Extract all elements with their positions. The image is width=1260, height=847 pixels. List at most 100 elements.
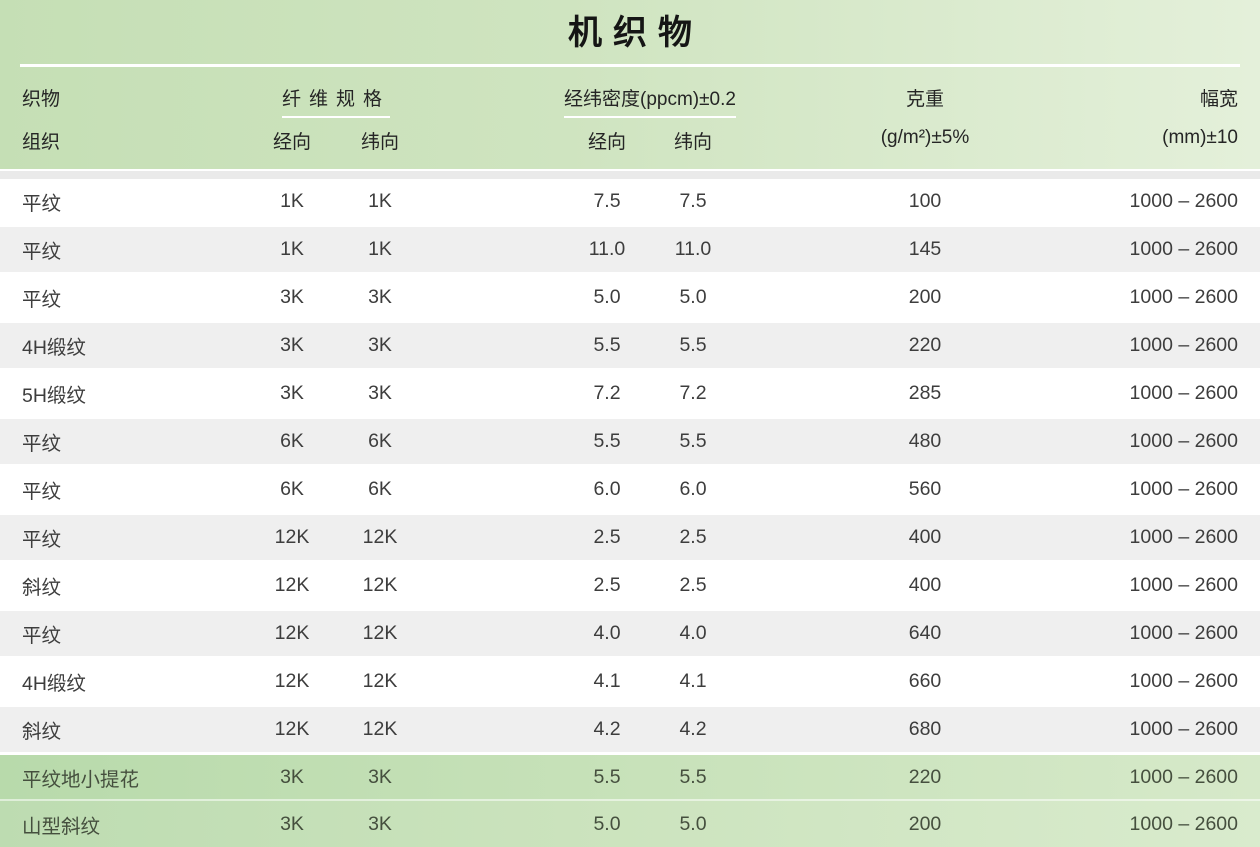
cell-fabric-width: 1000 – 2600 bbox=[1129, 574, 1238, 596]
table-row: 平纹 6K 6K 6.0 6.0 560 1000 – 2600 bbox=[0, 467, 1260, 515]
cell-fiber-weft: 1K bbox=[368, 190, 392, 212]
cell-fabric-width: 1000 – 2600 bbox=[1129, 334, 1238, 356]
cell-fiber-warp: 3K bbox=[280, 286, 304, 308]
cell-fabric-width: 1000 – 2600 bbox=[1129, 286, 1238, 308]
cell-fiber-warp: 6K bbox=[280, 430, 304, 452]
table-row: 斜纹 12K 12K 4.2 4.2 680 1000 – 2600 bbox=[0, 707, 1260, 755]
cell-density-weft: 5.0 bbox=[679, 812, 707, 835]
cell-weight: 100 bbox=[908, 190, 942, 212]
cell-density-warp: 5.5 bbox=[593, 334, 621, 356]
cell-fabric-width: 1000 – 2600 bbox=[1129, 718, 1238, 740]
cell-weight: 660 bbox=[908, 670, 942, 692]
table-header-band: 机织物 织物 组织 纤维规格 经向 纬向 经纬密度(ppcm)±0.2 经向 纬… bbox=[0, 0, 1260, 169]
header-fiber-weft: 纬向 bbox=[360, 132, 399, 153]
cell-weight: 560 bbox=[908, 478, 942, 500]
table-row: 平纹 12K 12K 4.0 4.0 640 1000 – 2600 bbox=[0, 611, 1260, 659]
cell-density-warp: 5.0 bbox=[593, 286, 621, 308]
cell-fiber-weft: 1K bbox=[368, 238, 392, 260]
header-density-weft: 纬向 bbox=[673, 132, 712, 153]
cell-fiber-weft: 3K bbox=[368, 765, 392, 788]
cell-density-warp: 5.5 bbox=[593, 765, 621, 788]
cell-fiber-weft: 12K bbox=[362, 526, 398, 548]
cell-weave-type: 斜纹 bbox=[22, 721, 62, 743]
cell-fiber-weft: 6K bbox=[368, 478, 392, 500]
table-row: 4H缎纹 12K 12K 4.1 4.1 660 1000 – 2600 bbox=[0, 659, 1260, 707]
cell-density-weft: 5.5 bbox=[679, 765, 707, 788]
cell-weave-type: 斜纹 bbox=[22, 577, 62, 599]
cell-density-warp: 11.0 bbox=[588, 238, 626, 260]
cell-weave-type: 4H缎纹 bbox=[22, 673, 86, 695]
cell-fiber-warp: 3K bbox=[280, 812, 304, 835]
header-body-divider bbox=[0, 169, 1260, 179]
cell-density-weft: 5.0 bbox=[679, 286, 707, 308]
cell-density-weft: 2.5 bbox=[679, 574, 707, 596]
cell-fiber-warp: 12K bbox=[274, 622, 310, 644]
table-row: 山型斜纹 3K 3K 5.0 5.0 200 1000 – 2600 bbox=[0, 801, 1260, 847]
cell-density-warp: 7.2 bbox=[593, 382, 621, 404]
cell-fabric-width: 1000 – 2600 bbox=[1129, 238, 1238, 260]
cell-fabric-width: 1000 – 2600 bbox=[1129, 812, 1238, 835]
cell-fiber-warp: 12K bbox=[274, 718, 310, 740]
cell-weave-type: 平纹 bbox=[22, 625, 62, 647]
header-density-label: 经纬密度(ppcm)±0.2 bbox=[564, 84, 736, 118]
cell-fiber-warp: 12K bbox=[274, 670, 310, 692]
cell-density-weft: 7.2 bbox=[679, 382, 707, 404]
header-fiber-warp: 经向 bbox=[272, 132, 311, 153]
cell-fiber-weft: 12K bbox=[362, 670, 398, 692]
cell-weave-type: 平纹 bbox=[22, 481, 62, 503]
cell-fiber-warp: 3K bbox=[280, 765, 304, 788]
table-body: 平纹 1K 1K 7.5 7.5 100 1000 – 2600 平纹 1K 1… bbox=[0, 179, 1260, 847]
cell-density-weft: 4.1 bbox=[679, 670, 707, 692]
cell-weight: 400 bbox=[908, 526, 942, 548]
cell-fiber-warp: 3K bbox=[280, 334, 304, 356]
cell-fiber-warp: 12K bbox=[274, 574, 310, 596]
header-fiber-spec-group: 纤维规格 bbox=[281, 84, 390, 118]
header-width-line1: 幅宽 bbox=[1199, 89, 1238, 110]
header-width-line2: (mm)±10 bbox=[1162, 127, 1238, 148]
table-row: 平纹 3K 3K 5.0 5.0 200 1000 – 2600 bbox=[0, 275, 1260, 323]
cell-density-warp: 4.0 bbox=[593, 622, 621, 644]
header-density-warp: 经向 bbox=[587, 132, 626, 153]
cell-fabric-width: 1000 – 2600 bbox=[1129, 670, 1238, 692]
cell-density-weft: 4.0 bbox=[679, 622, 707, 644]
cell-fiber-warp: 3K bbox=[280, 382, 304, 404]
cell-weave-type: 4H缎纹 bbox=[22, 337, 86, 359]
header-fiber-spec-label: 纤维规格 bbox=[281, 84, 390, 118]
cell-weave-type: 平纹地小提花 bbox=[22, 768, 140, 791]
cell-density-weft: 11.0 bbox=[674, 238, 712, 260]
cell-density-warp: 2.5 bbox=[593, 526, 621, 548]
header-fabric-weave-line1: 织物 bbox=[22, 89, 61, 110]
page-title: 机织物 bbox=[568, 14, 703, 52]
cell-weight: 220 bbox=[908, 334, 942, 356]
cell-density-weft: 2.5 bbox=[679, 526, 707, 548]
cell-density-warp: 5.0 bbox=[593, 812, 621, 835]
cell-weave-type: 5H缎纹 bbox=[22, 385, 86, 407]
cell-density-warp: 5.5 bbox=[593, 430, 621, 452]
cell-fabric-width: 1000 – 2600 bbox=[1129, 526, 1238, 548]
cell-fiber-weft: 3K bbox=[368, 812, 392, 835]
cell-weight: 200 bbox=[908, 286, 942, 308]
table-row: 平纹 12K 12K 2.5 2.5 400 1000 – 2600 bbox=[0, 515, 1260, 563]
table-row: 5H缎纹 3K 3K 7.2 7.2 285 1000 – 2600 bbox=[0, 371, 1260, 419]
cell-fiber-warp: 1K bbox=[280, 190, 304, 212]
cell-fiber-weft: 6K bbox=[368, 430, 392, 452]
title-divider bbox=[20, 64, 1240, 67]
cell-fabric-width: 1000 – 2600 bbox=[1129, 478, 1238, 500]
cell-fiber-weft: 12K bbox=[362, 622, 398, 644]
cell-weight: 285 bbox=[908, 382, 942, 404]
cell-density-warp: 7.5 bbox=[593, 190, 621, 212]
cell-density-warp: 4.2 bbox=[593, 718, 621, 740]
cell-weight: 220 bbox=[908, 765, 942, 788]
cell-fiber-warp: 1K bbox=[280, 238, 304, 260]
cell-weight: 200 bbox=[908, 812, 942, 835]
cell-fabric-width: 1000 – 2600 bbox=[1129, 190, 1238, 212]
cell-fiber-weft: 3K bbox=[368, 382, 392, 404]
cell-fiber-weft: 3K bbox=[368, 286, 392, 308]
cell-fiber-warp: 12K bbox=[274, 526, 310, 548]
cell-density-weft: 5.5 bbox=[679, 334, 707, 356]
column-headers: 织物 组织 纤维规格 经向 纬向 经纬密度(ppcm)±0.2 经向 纬向 克重… bbox=[0, 67, 1260, 169]
cell-weight: 640 bbox=[908, 622, 942, 644]
cell-weave-type: 平纹 bbox=[22, 241, 62, 263]
table-row: 平纹 6K 6K 5.5 5.5 480 1000 – 2600 bbox=[0, 419, 1260, 467]
